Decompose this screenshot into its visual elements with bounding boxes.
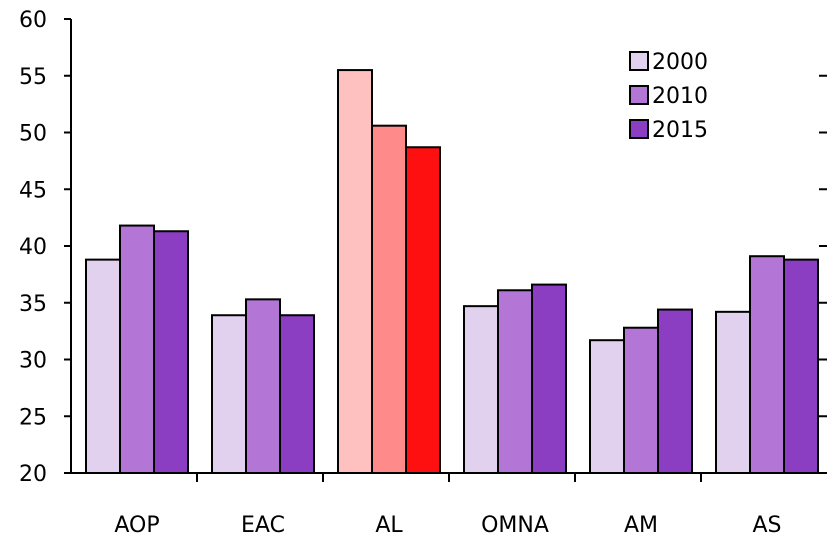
legend-swatch-2015 xyxy=(629,119,649,139)
bar-eac-2010 xyxy=(245,298,281,474)
bar-al-2000 xyxy=(337,69,373,474)
y-tick-label: 40 xyxy=(19,235,47,260)
legend: 2000 2010 2015 xyxy=(629,50,708,143)
y-tick-label: 20 xyxy=(19,462,47,487)
bar-am-2000 xyxy=(589,339,625,474)
x-tick-label: AL xyxy=(375,513,403,537)
x-tick-label: EAC xyxy=(241,513,285,537)
bar-as-2015 xyxy=(783,258,819,474)
x-tick-label: OMNA xyxy=(481,513,549,537)
bar-eac-2015 xyxy=(279,314,315,474)
bars-layer xyxy=(85,69,819,475)
bar-aop-2010 xyxy=(119,224,155,474)
x-tick-label: AM xyxy=(624,513,658,537)
y-tick-label: 25 xyxy=(19,405,47,430)
legend-swatch-2010 xyxy=(629,85,649,105)
bar-al-2015 xyxy=(405,146,441,474)
bar-omna-2010 xyxy=(497,289,533,475)
legend-swatch-2000 xyxy=(629,51,649,71)
bar-omna-2000 xyxy=(463,305,499,474)
bar-as-2010 xyxy=(749,255,785,474)
bar-am-2010 xyxy=(623,326,659,474)
bar-aop-2015 xyxy=(153,230,189,474)
bar-as-2000 xyxy=(715,310,751,474)
x-tick-label: AS xyxy=(752,513,781,537)
legend-label-2015: 2015 xyxy=(652,118,708,143)
y-tick-label: 45 xyxy=(19,178,47,203)
y-tick-label: 55 xyxy=(19,65,47,90)
y-tick-label: 50 xyxy=(19,122,47,147)
bar-al-2010 xyxy=(371,124,407,474)
bar-omna-2015 xyxy=(531,283,567,474)
y-tick-label: 35 xyxy=(19,292,47,317)
x-tick-label: AOP xyxy=(114,513,159,537)
bar-eac-2000 xyxy=(211,314,247,474)
y-tick-label: 30 xyxy=(19,349,47,374)
legend-label-2010: 2010 xyxy=(652,84,708,109)
bar-aop-2000 xyxy=(85,258,121,474)
bar-am-2015 xyxy=(657,308,693,474)
legend-label-2000: 2000 xyxy=(652,50,708,75)
labels-layer: 20 25 30 35 40 45 50 55 60 AOP EAC AL OMNA AM AS xyxy=(19,8,782,538)
y-tick-label: 60 xyxy=(19,8,47,33)
axes-layer xyxy=(64,18,827,482)
